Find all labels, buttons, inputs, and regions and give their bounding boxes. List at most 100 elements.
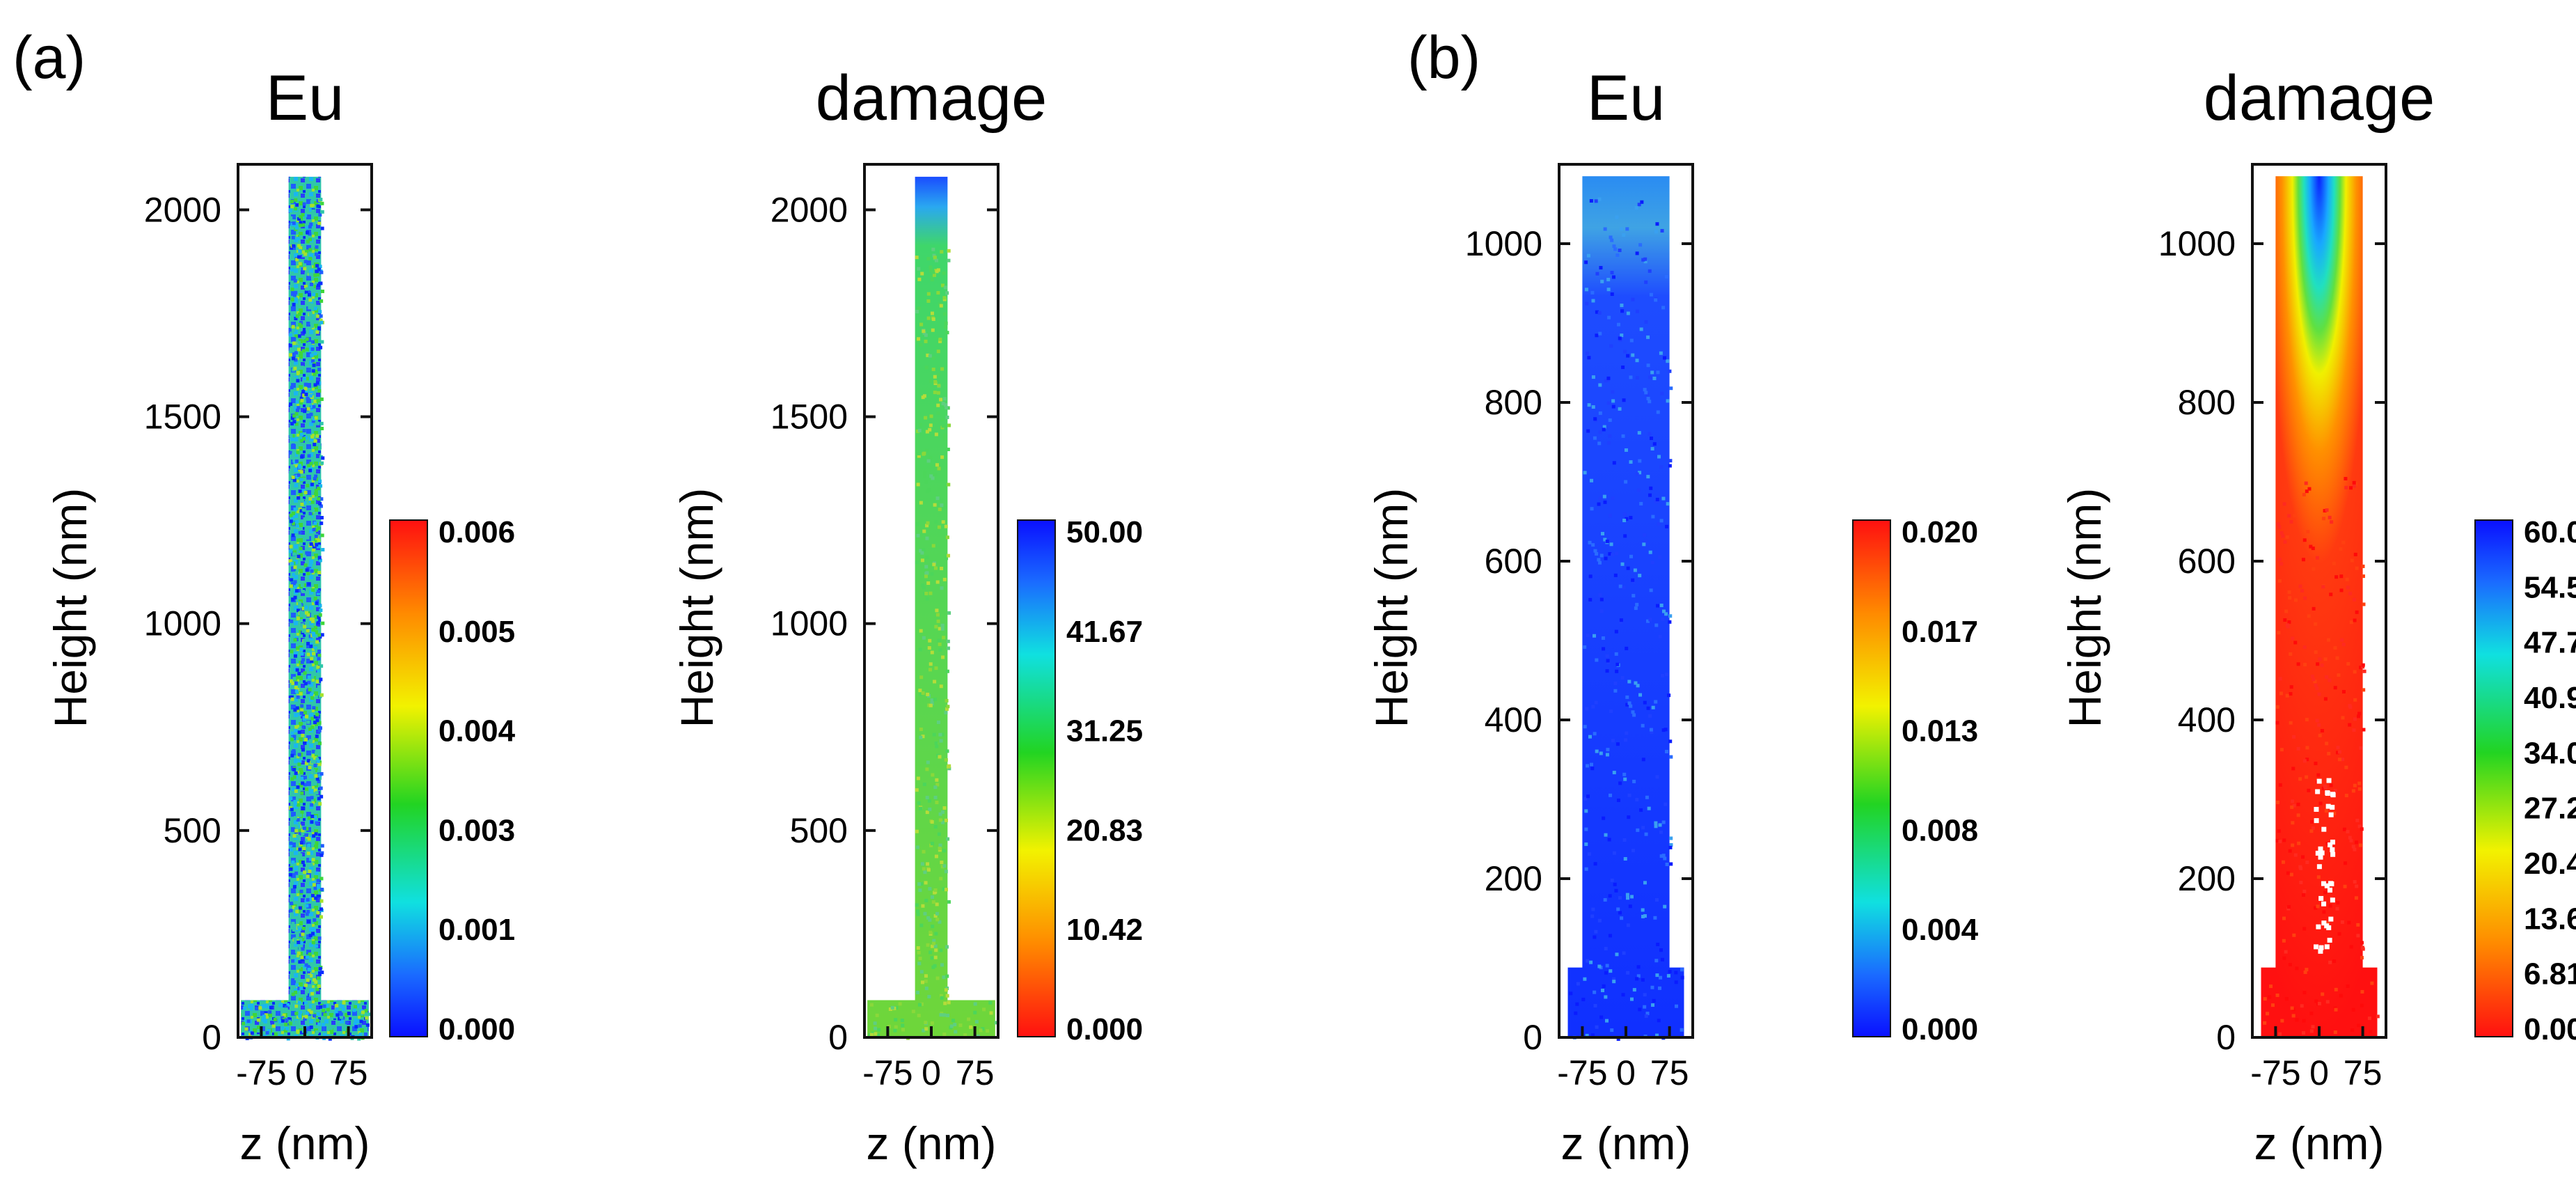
texture-dot	[2279, 691, 2283, 696]
texture-dot	[1629, 997, 1634, 1001]
texture-dot	[1595, 658, 1599, 662]
texture-dot	[301, 489, 305, 493]
texture-dot	[306, 290, 310, 294]
texture-dot	[1644, 320, 1648, 324]
texture-dot	[1636, 488, 1641, 492]
texture-dot	[924, 480, 929, 484]
texture-dot	[289, 513, 293, 517]
texture-dot	[2285, 535, 2289, 539]
colorbar-tick-label: 0.013	[1902, 714, 1978, 748]
texture-dot	[2305, 968, 2309, 972]
texture-dot	[2360, 989, 2364, 994]
texture-dot	[307, 454, 311, 458]
texture-dot	[299, 933, 303, 937]
texture-dot	[932, 253, 936, 258]
texture-dot	[2329, 592, 2333, 597]
texture-dot	[938, 843, 942, 847]
texture-dot	[919, 629, 923, 633]
texture-dot	[2275, 838, 2279, 842]
texture-dot	[1628, 904, 1632, 909]
texture-dot	[2293, 853, 2298, 857]
texture-dot	[1636, 828, 1640, 832]
texture-dot	[297, 951, 301, 955]
texture-dot	[1659, 830, 1663, 834]
texture-dot	[1599, 266, 1603, 270]
texture-dot	[946, 1014, 950, 1018]
texture-dot	[887, 1024, 892, 1028]
texture-dot	[1599, 751, 1603, 755]
texture-dot	[298, 906, 302, 910]
texture-dot	[301, 658, 306, 662]
texture-dot	[927, 703, 931, 707]
texture-dot	[303, 267, 307, 271]
x-tick-label: 0	[2309, 1053, 2329, 1092]
plot-title: damage	[2204, 63, 2435, 134]
texture-dot	[935, 911, 939, 916]
texture-dot	[299, 941, 303, 945]
texture-dot	[1638, 471, 1642, 475]
texture-dot	[290, 695, 294, 699]
texture-dot	[925, 571, 929, 575]
texture-dot	[2349, 486, 2353, 490]
texture-dot	[359, 1009, 363, 1013]
texture-dot	[2333, 646, 2337, 650]
texture-dot	[1645, 795, 1649, 799]
texture-dot	[2311, 1025, 2315, 1029]
texture-dot	[924, 898, 929, 902]
texture-dot	[1664, 612, 1668, 616]
texture-dot	[294, 316, 298, 320]
texture-dot	[306, 720, 310, 724]
texture-dot	[1654, 821, 1658, 825]
colorbar-tick-label: 54.55	[2524, 570, 2576, 604]
texture-dot	[915, 560, 919, 565]
texture-dot	[315, 675, 319, 680]
y-tick-label: 1000	[771, 604, 848, 643]
texture-dot	[303, 638, 307, 643]
texture-dot	[299, 439, 303, 443]
texture-dot	[1585, 301, 1589, 306]
texture-dot	[291, 533, 295, 537]
texture-dot	[1668, 620, 1672, 624]
texture-dot	[1652, 442, 1657, 446]
texture-dot	[315, 1030, 319, 1035]
texture-dot	[296, 1029, 300, 1033]
texture-dot	[256, 1034, 260, 1038]
texture-dot	[310, 340, 315, 344]
texture-dot	[347, 1012, 351, 1016]
texture-dot	[319, 677, 323, 682]
texture-dot	[2304, 481, 2308, 485]
y-axis-label: Height (nm)	[671, 488, 722, 728]
texture-dot	[288, 328, 292, 332]
texture-dot	[292, 748, 296, 753]
texture-dot	[2327, 751, 2331, 755]
texture-dot	[2301, 855, 2305, 859]
texture-dot	[920, 862, 924, 866]
texture-dot	[927, 646, 931, 650]
texture-dot	[936, 720, 940, 724]
texture-dot	[296, 616, 300, 620]
texture-dot	[1646, 475, 1650, 479]
texture-dot	[291, 476, 295, 480]
texture-dot	[1625, 227, 1629, 231]
texture-dot	[321, 621, 325, 625]
texture-dot	[292, 221, 296, 226]
texture-dot	[919, 806, 923, 810]
texture-dot	[926, 459, 931, 463]
texture-dot	[2353, 783, 2357, 787]
texture-dot	[294, 990, 298, 994]
texture-dot	[1668, 739, 1673, 744]
colorbar-tick-label: 0.004	[438, 714, 516, 748]
colorbar-tick-label: 41.67	[1066, 615, 1143, 649]
texture-dot	[301, 947, 305, 951]
texture-dot	[939, 739, 943, 743]
texture-dot	[299, 889, 303, 893]
texture-dot	[1632, 779, 1636, 783]
texture-dot	[309, 643, 313, 647]
texture-dot	[1650, 447, 1654, 451]
texture-dot	[1654, 959, 1659, 963]
texture-dot	[301, 508, 306, 512]
texture-dot	[357, 1037, 361, 1041]
texture-dot	[933, 944, 938, 948]
texture-dot	[929, 414, 933, 418]
texture-dot	[318, 265, 322, 269]
